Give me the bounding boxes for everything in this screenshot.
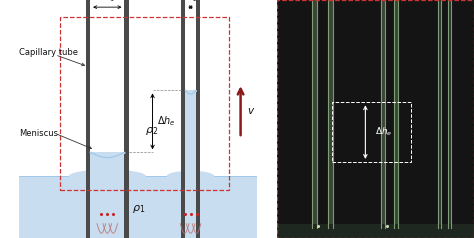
Bar (125, 0, 129, 238)
Text: $\rho_2$: $\rho_2$ (145, 125, 158, 137)
Bar (90, 152, 125, 238)
Ellipse shape (69, 169, 146, 183)
Bar (381, 0, 385, 228)
Bar (185, 90, 196, 238)
Bar (394, 0, 398, 228)
Bar (438, 0, 441, 228)
Text: $\Delta h_e$: $\Delta h_e$ (157, 114, 176, 128)
Bar (332, 102, 411, 162)
Bar (312, 0, 317, 228)
Bar (19, 176, 257, 238)
Bar (276, 224, 474, 238)
Bar (448, 0, 451, 228)
Bar (86, 0, 90, 238)
Bar (328, 0, 333, 228)
Text: $\Delta h_e$: $\Delta h_e$ (375, 126, 393, 138)
Text: Capillary tube: Capillary tube (19, 48, 78, 57)
Ellipse shape (167, 171, 214, 181)
Text: $2r_1$: $2r_1$ (100, 0, 115, 4)
Text: $2r_2$: $2r_2$ (183, 0, 198, 4)
Text: $v$: $v$ (246, 106, 255, 116)
Bar (60, 17, 228, 190)
Text: Meniscus: Meniscus (19, 129, 58, 138)
Bar (181, 0, 185, 238)
Bar (196, 0, 200, 238)
Text: $\rho_1$: $\rho_1$ (132, 203, 145, 215)
